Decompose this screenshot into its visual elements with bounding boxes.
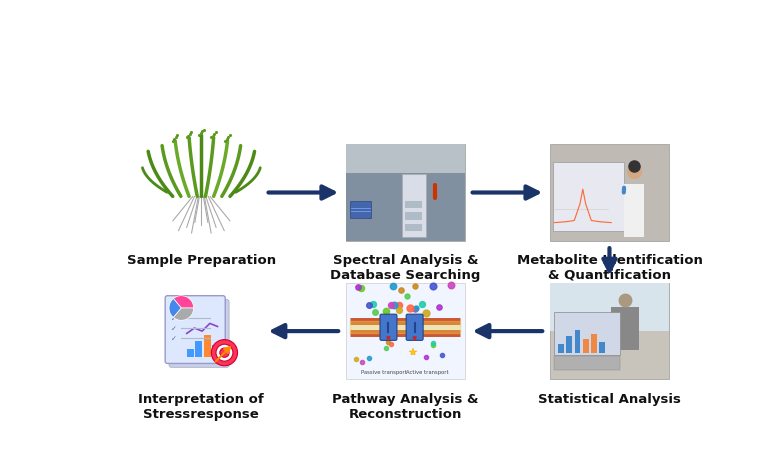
Wedge shape bbox=[169, 299, 181, 318]
Bar bbox=[555, 357, 620, 370]
Bar bbox=[405, 201, 422, 209]
Text: Statistical Analysis: Statistical Analysis bbox=[538, 392, 681, 405]
Text: ✓: ✓ bbox=[171, 335, 177, 341]
Bar bbox=[591, 334, 597, 353]
Text: Sample Preparation: Sample Preparation bbox=[127, 253, 276, 266]
Text: Passive transport: Passive transport bbox=[361, 369, 406, 374]
Bar bbox=[558, 344, 564, 353]
Text: Metabolite Identification
& Quantification: Metabolite Identification & Quantificati… bbox=[516, 253, 702, 282]
Bar bbox=[575, 331, 581, 353]
Text: Spectral Analysis &
Database Searching: Spectral Analysis & Database Searching bbox=[330, 253, 481, 282]
Bar bbox=[611, 307, 639, 350]
Bar bbox=[624, 184, 644, 237]
Text: ✓: ✓ bbox=[171, 315, 177, 321]
FancyBboxPatch shape bbox=[380, 314, 397, 341]
Text: Pathway Analysis &
Reconstruction: Pathway Analysis & Reconstruction bbox=[332, 392, 479, 419]
FancyBboxPatch shape bbox=[406, 314, 423, 341]
Bar bbox=[204, 335, 211, 357]
Bar bbox=[550, 283, 669, 379]
Bar bbox=[212, 345, 219, 357]
Bar bbox=[405, 224, 422, 232]
Bar bbox=[346, 283, 465, 379]
Bar bbox=[346, 145, 465, 241]
Bar bbox=[583, 340, 588, 353]
Bar bbox=[350, 201, 371, 218]
Bar bbox=[186, 349, 193, 357]
Text: ✓: ✓ bbox=[171, 325, 177, 332]
Bar bbox=[405, 213, 422, 220]
Bar bbox=[346, 174, 465, 241]
Text: Active transport: Active transport bbox=[406, 369, 448, 374]
Bar bbox=[195, 341, 202, 357]
Wedge shape bbox=[173, 296, 193, 308]
Text: Interpretation of
Stressresponse: Interpretation of Stressresponse bbox=[138, 392, 264, 419]
Circle shape bbox=[212, 340, 238, 366]
Bar bbox=[141, 145, 261, 241]
Wedge shape bbox=[173, 308, 193, 321]
FancyBboxPatch shape bbox=[169, 300, 229, 368]
Bar bbox=[599, 342, 605, 353]
Bar bbox=[346, 145, 465, 174]
FancyBboxPatch shape bbox=[165, 296, 225, 363]
Bar bbox=[566, 337, 572, 353]
Bar bbox=[402, 175, 426, 237]
Bar bbox=[553, 163, 624, 232]
Circle shape bbox=[216, 344, 233, 361]
Bar bbox=[555, 312, 620, 356]
Bar bbox=[550, 283, 669, 332]
Circle shape bbox=[220, 348, 229, 357]
Bar bbox=[550, 145, 669, 241]
